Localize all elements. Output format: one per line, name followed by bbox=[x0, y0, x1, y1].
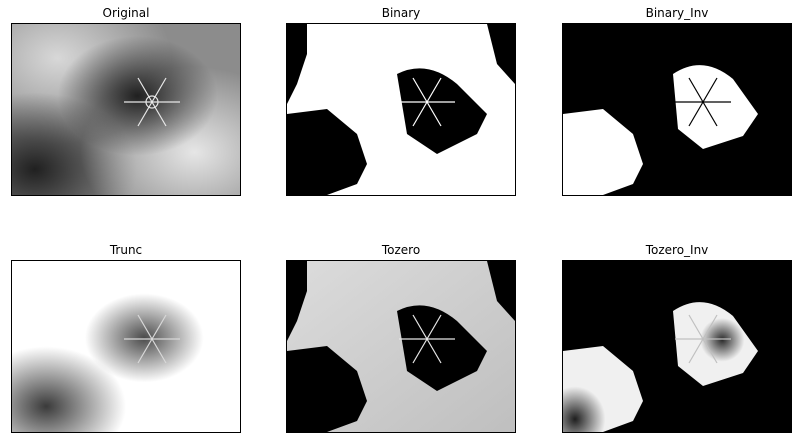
snowflake-binary-inverted-image bbox=[563, 24, 791, 195]
panel-title: Tozero_Inv bbox=[645, 243, 709, 257]
image-binary bbox=[286, 23, 516, 196]
snowflake-binary-image bbox=[287, 24, 515, 195]
panel-title: Trunc bbox=[109, 243, 143, 257]
snowflake-tozero-inverted-image bbox=[563, 261, 791, 432]
panel-title: Tozero bbox=[381, 243, 421, 257]
image-tozero bbox=[286, 260, 516, 433]
snowflake-tozero-image bbox=[287, 261, 515, 432]
panel-title: Binary_Inv bbox=[645, 6, 709, 20]
snowflake-original-image bbox=[12, 24, 240, 195]
snowflake-trunc-image bbox=[12, 261, 240, 432]
panel-title: Original bbox=[102, 6, 150, 20]
image-original bbox=[11, 23, 241, 196]
image-tozero-inv bbox=[562, 260, 792, 433]
image-binary-inv bbox=[562, 23, 792, 196]
panel-title: Binary bbox=[381, 6, 421, 20]
image-trunc bbox=[11, 260, 241, 433]
